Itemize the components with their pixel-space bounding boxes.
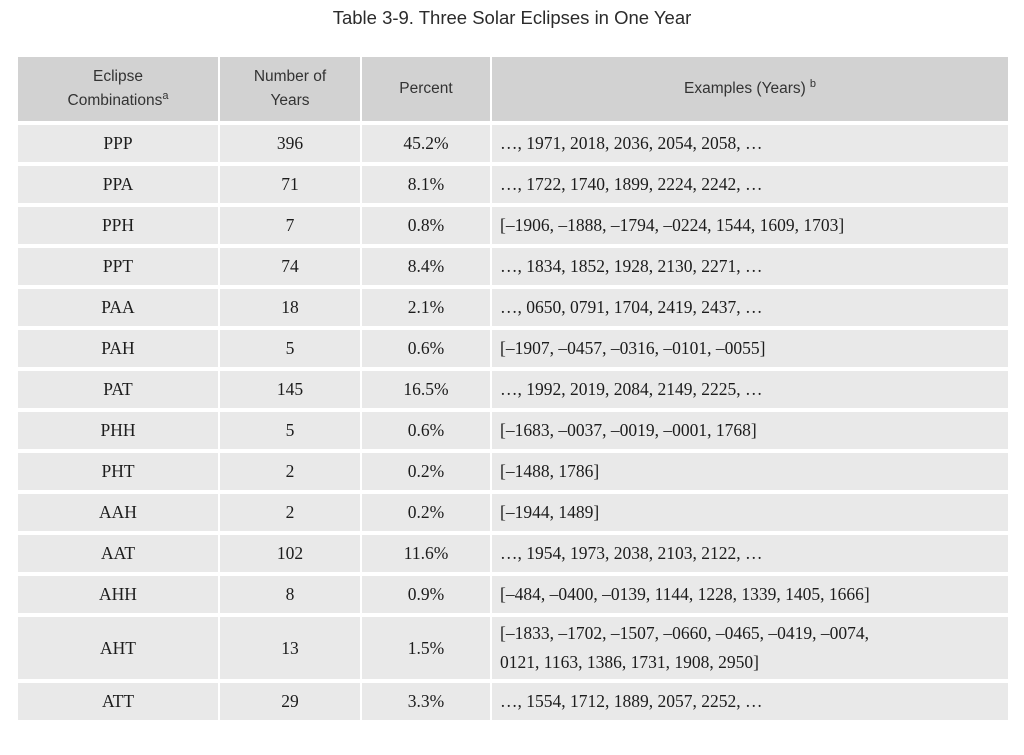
- table-row-aat: AAT 102 11.6% …, 1954, 1973, 2038, 2103,…: [18, 535, 1008, 572]
- cell-years: 13: [220, 617, 360, 679]
- cell-examples: [–1907, –0457, –0316, –0101, –0055]: [492, 330, 1008, 367]
- table-row-ppp: PPP 396 45.2% …, 1971, 2018, 2036, 2054,…: [18, 125, 1008, 162]
- cell-examples: …, 1554, 1712, 1889, 2057, 2252, …: [492, 683, 1008, 720]
- table-row-aah: AAH 2 0.2% [–1944, 1489]: [18, 494, 1008, 531]
- eclipse-combinations-table: Eclipse Combinationsa Number of Years Pe…: [16, 53, 1010, 724]
- cell-combination: PAT: [18, 371, 218, 408]
- table-row-pat: PAT 145 16.5% …, 1992, 2019, 2084, 2149,…: [18, 371, 1008, 408]
- cell-years: 29: [220, 683, 360, 720]
- cell-combination: PPH: [18, 207, 218, 244]
- header-label: Percent: [399, 80, 453, 97]
- table-title: Table 3-9. Three Solar Eclipses in One Y…: [332, 7, 692, 28]
- header-label: Examples (Years): [684, 80, 806, 97]
- cell-years: 396: [220, 125, 360, 162]
- cell-examples: …, 0650, 0791, 1704, 2419, 2437, …: [492, 289, 1008, 326]
- cell-percent: 1.5%: [362, 617, 490, 679]
- cell-combination: AAT: [18, 535, 218, 572]
- cell-percent: 11.6%: [362, 535, 490, 572]
- cell-examples: [–1488, 1786]: [492, 453, 1008, 490]
- cell-years: 102: [220, 535, 360, 572]
- header-row: Eclipse Combinationsa Number of Years Pe…: [18, 57, 1008, 121]
- cell-years: 5: [220, 330, 360, 367]
- cell-percent: 3.3%: [362, 683, 490, 720]
- cell-combination: AHT: [18, 617, 218, 679]
- cell-examples: [–1944, 1489]: [492, 494, 1008, 531]
- footnote-marker-b: b: [809, 77, 816, 90]
- cell-years: 5: [220, 412, 360, 449]
- table-row-pah: PAH 5 0.6% [–1907, –0457, –0316, –0101, …: [18, 330, 1008, 367]
- cell-combination: PPA: [18, 166, 218, 203]
- cell-percent: 0.8%: [362, 207, 490, 244]
- cell-combination: PPT: [18, 248, 218, 285]
- header-label: Eclipse Combinations: [67, 68, 163, 109]
- cell-years: 8: [220, 576, 360, 613]
- cell-combination: PAH: [18, 330, 218, 367]
- cell-examples: …, 1954, 1973, 2038, 2103, 2122, …: [492, 535, 1008, 572]
- cell-examples: …, 1992, 2019, 2084, 2149, 2225, …: [492, 371, 1008, 408]
- cell-combination: PPP: [18, 125, 218, 162]
- cell-years: 2: [220, 494, 360, 531]
- cell-combination: PHT: [18, 453, 218, 490]
- cell-examples: [–1833, –1702, –1507, –0660, –0465, –041…: [492, 617, 1008, 679]
- footnote-a: a. P = Partial, A = Annular, T = Total, …: [19, 750, 1024, 755]
- table-row-paa: PAA 18 2.1% …, 0650, 0791, 1704, 2419, 2…: [18, 289, 1008, 326]
- cell-percent: 0.6%: [362, 330, 490, 367]
- cell-years: 2: [220, 453, 360, 490]
- col-header-examples: Examples (Years) b: [492, 57, 1008, 121]
- cell-years: 18: [220, 289, 360, 326]
- cell-years: 74: [220, 248, 360, 285]
- cell-combination: PAA: [18, 289, 218, 326]
- table-row-aht: AHT 13 1.5% [–1833, –1702, –1507, –0660,…: [18, 617, 1008, 679]
- cell-percent: 8.1%: [362, 166, 490, 203]
- table-row-ppa: PPA 71 8.1% …, 1722, 1740, 1899, 2224, 2…: [18, 166, 1008, 203]
- cell-examples: …, 1722, 1740, 1899, 2224, 2242, …: [492, 166, 1008, 203]
- cell-percent: 45.2%: [362, 125, 490, 162]
- cell-percent: 0.6%: [362, 412, 490, 449]
- table-row-phh: PHH 5 0.6% [–1683, –0037, –0019, –0001, …: [18, 412, 1008, 449]
- table-row-ahh: AHH 8 0.9% [–484, –0400, –0139, 1144, 12…: [18, 576, 1008, 613]
- col-header-percent: Percent: [362, 57, 490, 121]
- cell-examples: [–1906, –1888, –1794, –0224, 1544, 1609,…: [492, 207, 1008, 244]
- cell-percent: 0.2%: [362, 453, 490, 490]
- table-row-pph: PPH 7 0.8% [–1906, –1888, –1794, –0224, …: [18, 207, 1008, 244]
- cell-examples: …, 1834, 1852, 1928, 2130, 2271, …: [492, 248, 1008, 285]
- cell-percent: 16.5%: [362, 371, 490, 408]
- cell-combination: PHH: [18, 412, 218, 449]
- table-row-pht: PHT 2 0.2% [–1488, 1786]: [18, 453, 1008, 490]
- cell-years: 145: [220, 371, 360, 408]
- footnotes: a. P = Partial, A = Annular, T = Total, …: [19, 750, 1024, 755]
- table-row-att: ATT 29 3.3% …, 1554, 1712, 1889, 2057, 2…: [18, 683, 1008, 720]
- cell-combination: AHH: [18, 576, 218, 613]
- cell-combination: ATT: [18, 683, 218, 720]
- cell-combination: AAH: [18, 494, 218, 531]
- cell-years: 7: [220, 207, 360, 244]
- footnote-marker-a: a: [162, 89, 169, 102]
- cell-percent: 8.4%: [362, 248, 490, 285]
- cell-percent: 0.9%: [362, 576, 490, 613]
- cell-examples: [–484, –0400, –0139, 1144, 1228, 1339, 1…: [492, 576, 1008, 613]
- header-label: Number of Years: [253, 68, 327, 109]
- cell-years: 71: [220, 166, 360, 203]
- cell-percent: 2.1%: [362, 289, 490, 326]
- col-header-eclipse-combinations: Eclipse Combinationsa: [18, 57, 218, 121]
- cell-examples: …, 1971, 2018, 2036, 2054, 2058, …: [492, 125, 1008, 162]
- cell-percent: 0.2%: [362, 494, 490, 531]
- table-row-ppt: PPT 74 8.4% …, 1834, 1852, 1928, 2130, 2…: [18, 248, 1008, 285]
- cell-examples: [–1683, –0037, –0019, –0001, 1768]: [492, 412, 1008, 449]
- col-header-number-of-years: Number of Years: [220, 57, 360, 121]
